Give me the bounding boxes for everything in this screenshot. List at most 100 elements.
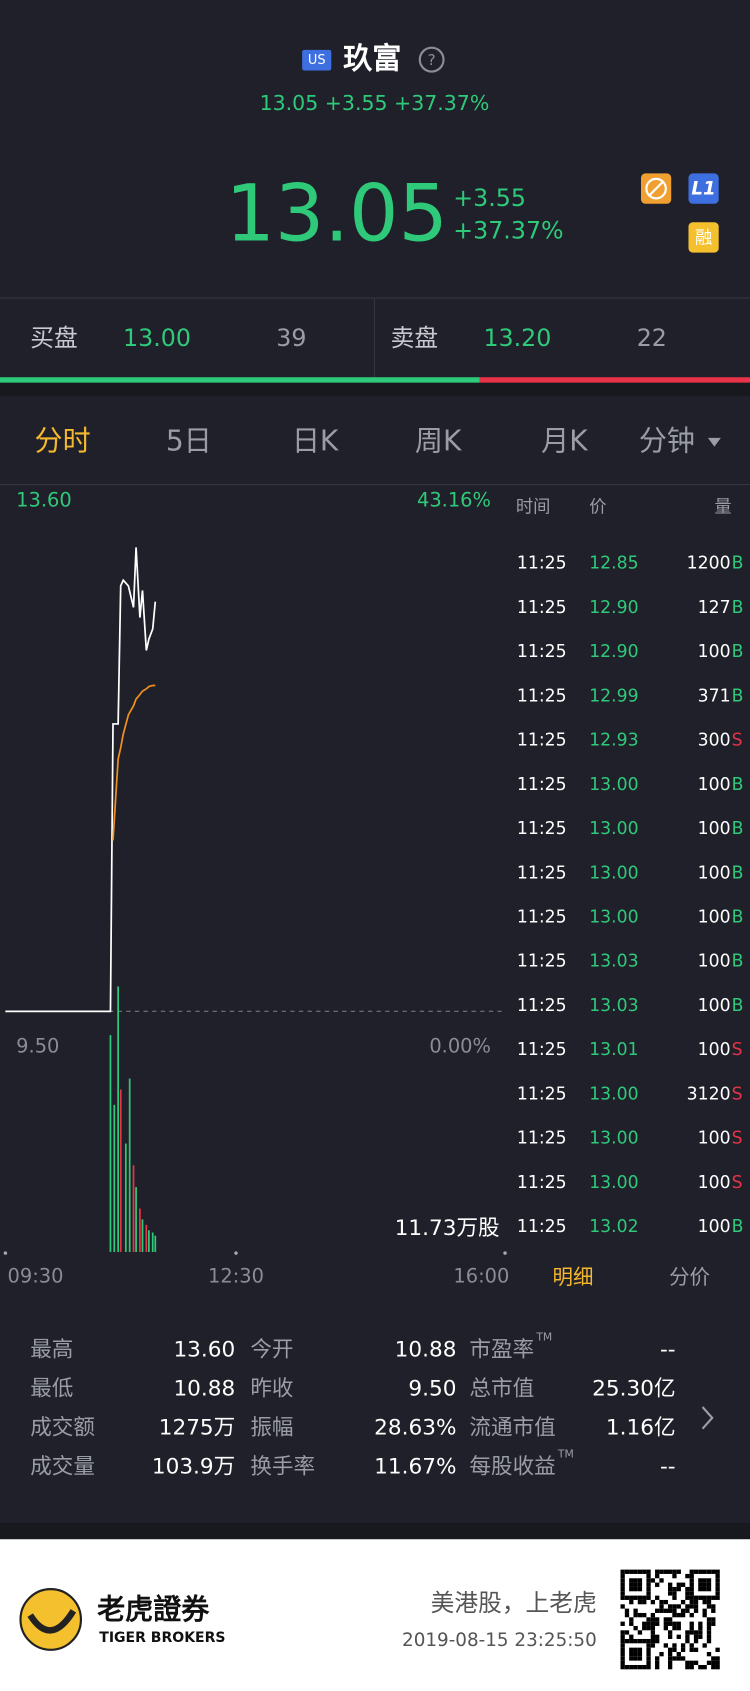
- qr-cell: [689, 1630, 694, 1635]
- qr-cell: [689, 1664, 694, 1670]
- qr-cell: [689, 1578, 694, 1583]
- qr-cell: [620, 1595, 625, 1600]
- qr-cell: [637, 1664, 643, 1670]
- trade-volume: 371: [698, 686, 731, 706]
- more-chevron[interactable]: [701, 1406, 714, 1430]
- qr-cell: [629, 1634, 634, 1639]
- trade-side: S: [732, 1040, 743, 1060]
- volume-bar: [132, 1165, 135, 1252]
- y2-tick-label: 43.16%: [417, 488, 491, 511]
- stat-value: 11.67%: [374, 1455, 456, 1480]
- qr-cell: [646, 1595, 651, 1600]
- trade-tab[interactable]: 分价: [669, 1265, 710, 1289]
- qr-cell: [620, 1621, 625, 1626]
- x-tick-label: 12:30: [208, 1264, 264, 1287]
- tab[interactable]: 月K: [541, 424, 589, 457]
- trade-volume: 100: [698, 907, 731, 927]
- trade-time: 11:25: [517, 642, 567, 662]
- trade-side: B: [732, 863, 744, 883]
- qr-cell: [711, 1656, 716, 1661]
- qr-cell: [624, 1595, 630, 1600]
- tab[interactable]: 5日: [166, 424, 212, 457]
- trade-side: B: [732, 554, 744, 574]
- qr-cell: [659, 1599, 664, 1605]
- qr-cell: [633, 1647, 638, 1652]
- trade-side: B: [732, 598, 744, 618]
- x-tick-label: 09:30: [8, 1264, 64, 1287]
- qr-cell: [620, 1638, 625, 1644]
- stock-name: 玖富: [343, 42, 401, 76]
- qr-cell: [689, 1643, 694, 1648]
- volume-bar: [128, 1078, 131, 1252]
- qr-cell: [685, 1591, 690, 1596]
- qr-cell: [655, 1595, 660, 1600]
- qr-cell: [711, 1608, 716, 1613]
- qr-cell: [680, 1647, 686, 1652]
- market-badge: US: [308, 53, 326, 68]
- stat-label: 振幅: [250, 1416, 293, 1441]
- qr-cell: [689, 1582, 694, 1587]
- qr-cell: [637, 1651, 643, 1657]
- trade-time: 11:25: [517, 686, 567, 706]
- stat-value: 13.60: [173, 1338, 235, 1363]
- qr-cell: [702, 1569, 707, 1574]
- trade-time: 11:25: [517, 1173, 567, 1193]
- qr-cell: [693, 1599, 699, 1605]
- qr-cell: [637, 1638, 643, 1644]
- dropdown-arrow[interactable]: [707, 437, 721, 447]
- trade-price: 12.93: [589, 731, 638, 751]
- section-gap: [0, 1522, 750, 1540]
- qr-cell: [693, 1660, 699, 1665]
- trade-tab[interactable]: 明细: [553, 1265, 594, 1289]
- qr-cell: [698, 1582, 703, 1587]
- tab[interactable]: 分时: [35, 424, 91, 457]
- subtitle: 13.05 +3.55 +37.37%: [260, 91, 490, 115]
- qr-cell: [629, 1586, 634, 1592]
- qr-cell: [685, 1638, 690, 1644]
- qr-cell: [676, 1651, 681, 1657]
- qr-cell: [650, 1612, 656, 1618]
- qr-cell: [655, 1634, 660, 1639]
- qr-cell: [620, 1647, 625, 1652]
- qr-cell: [659, 1569, 664, 1574]
- qr-cell: [680, 1599, 686, 1605]
- qr-cell: [642, 1664, 647, 1670]
- trade-volume: 3120: [687, 1084, 731, 1104]
- tab[interactable]: 分钟: [639, 424, 695, 457]
- x-tick: [503, 1251, 507, 1255]
- qr-cell: [685, 1573, 690, 1579]
- stat-label: 总市值: [469, 1377, 534, 1402]
- bid-label: 买盘: [30, 324, 77, 352]
- qr-cell: [715, 1573, 720, 1579]
- qr-cell: [659, 1604, 664, 1609]
- trade-side: B: [732, 642, 744, 662]
- qr-cell: [650, 1634, 656, 1639]
- qr-cell: [672, 1647, 677, 1652]
- trade-volume: 100: [698, 996, 731, 1016]
- trade-side: S: [732, 1129, 743, 1149]
- help-icon[interactable]: [418, 46, 445, 73]
- qr-cell: [698, 1578, 703, 1583]
- trade-side: B: [732, 819, 744, 839]
- trade-side: B: [732, 1217, 744, 1237]
- trade-price: 13.03: [589, 952, 638, 972]
- qr-cell: [706, 1630, 712, 1635]
- qr-cell: [685, 1608, 690, 1613]
- qr-cell: [633, 1656, 638, 1661]
- qr-cell: [689, 1599, 694, 1605]
- volume-bar: [148, 1230, 150, 1252]
- tab[interactable]: 周K: [415, 424, 463, 457]
- qr-cell: [672, 1643, 677, 1648]
- qr-cell: [693, 1569, 699, 1574]
- trade-volume: 300: [698, 731, 731, 751]
- qr-cell: [620, 1651, 625, 1657]
- qr-cell: [693, 1647, 699, 1652]
- trade-time: 11:25: [517, 819, 567, 839]
- qr-cell: [663, 1569, 668, 1574]
- qr-cell: [620, 1582, 625, 1587]
- qr-cell: [650, 1599, 656, 1605]
- trade-side: S: [732, 1173, 743, 1193]
- qr-cell: [672, 1608, 677, 1613]
- qr-cell: [655, 1664, 660, 1670]
- tab[interactable]: 日K: [292, 424, 340, 457]
